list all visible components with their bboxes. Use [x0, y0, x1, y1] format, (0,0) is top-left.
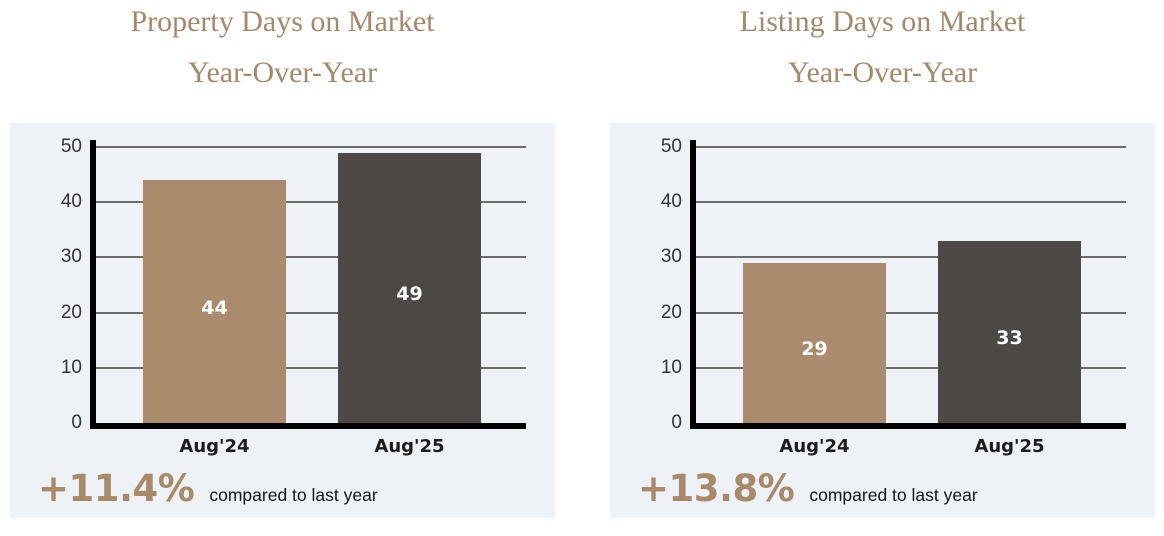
gridline [690, 256, 1126, 259]
bar-Aug'24: 29 [743, 262, 886, 423]
gridline [90, 146, 526, 148]
y-tick-label: 50 [660, 136, 682, 157]
y-tick-label: 40 [60, 191, 82, 213]
chart-title-line1: Listing Days on Market [739, 5, 1026, 38]
y-tick-label: 0 [671, 412, 682, 433]
x-tick-label: Aug'24 [179, 436, 250, 457]
gridline [90, 311, 526, 314]
chart-title: Listing Days on Market Year-Over-Year [610, 0, 1155, 98]
y-axis-line [90, 140, 96, 429]
change-percentage: +11.4% [38, 467, 195, 510]
chart-footer: +11.4% compared to last year [38, 467, 545, 510]
gridline [690, 366, 1126, 369]
chart-footer: +13.8% compared to last year [638, 467, 1145, 510]
chart-panel: +11.4% compared to last year 0 10 20 30 40 50… [10, 123, 555, 518]
y-axis-line [690, 140, 696, 429]
y-tick-label: 10 [660, 356, 682, 378]
y-tick-label: 20 [60, 301, 82, 323]
change-percentage: +13.8% [638, 467, 795, 510]
bar-value-label: 44 [201, 296, 228, 319]
bar-Aug'25: 33 [938, 240, 1081, 423]
gridline [90, 256, 526, 259]
bar-value-label: 33 [996, 326, 1023, 349]
change-caption: compared to last year [809, 485, 978, 505]
chart-title: Property Days on Market Year-Over-Year [10, 0, 555, 98]
bar-value-label: 49 [396, 282, 423, 305]
x-tick-label: Aug'25 [374, 436, 445, 457]
bar-value-label: 29 [801, 337, 828, 360]
y-tick-label: 30 [60, 246, 82, 268]
y-tick-label: 20 [660, 301, 682, 323]
y-tick-label: 50 [60, 136, 82, 157]
chart-panel: +13.8% compared to last year 0 10 20 30 40 50… [610, 123, 1155, 518]
y-tick-label: 10 [60, 356, 82, 378]
gridline [90, 366, 526, 369]
chart-title-line1: Property Days on Market [130, 5, 435, 38]
gridline [90, 201, 526, 204]
x-axis-line [690, 423, 1126, 429]
y-tick-label: 0 [71, 412, 82, 433]
change-caption: compared to last year [209, 485, 378, 505]
bar-Aug'24: 44 [143, 180, 286, 423]
listing-days-on-market-chart: Listing Days on Market Year-Over-Year +1… [610, 0, 1155, 536]
y-tick-label: 40 [660, 191, 682, 213]
x-tick-label: Aug'24 [779, 436, 850, 457]
property-days-on-market-chart: Property Days on Market Year-Over-Year +… [10, 0, 555, 536]
bar-Aug'25: 49 [338, 152, 481, 423]
x-tick-label: Aug'25 [974, 436, 1045, 457]
chart-title-line2: Year-Over-Year [187, 56, 378, 89]
chart-title-line2: Year-Over-Year [787, 56, 978, 89]
y-tick-label: 30 [660, 246, 682, 268]
gridline [690, 311, 1126, 314]
gridline [690, 146, 1126, 148]
x-axis-line [90, 423, 526, 429]
gridline [690, 201, 1126, 204]
